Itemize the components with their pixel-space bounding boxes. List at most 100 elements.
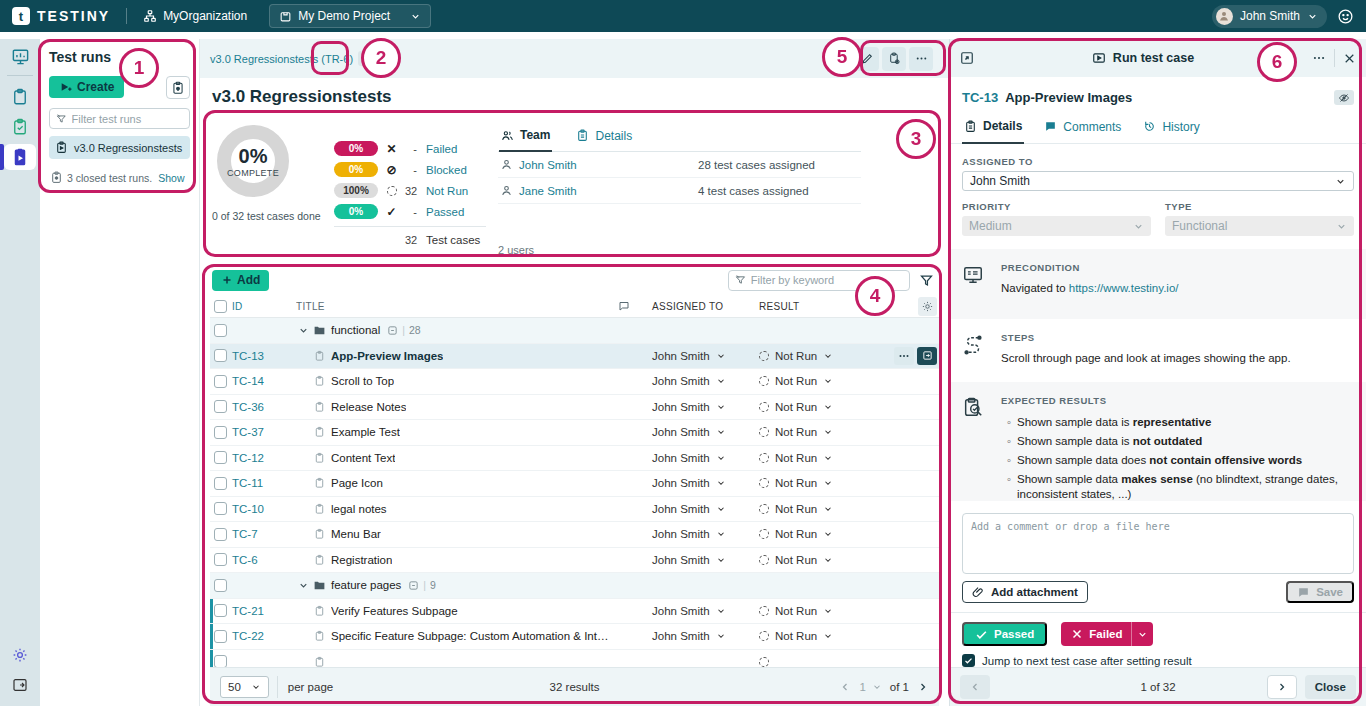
next-case-button[interactable]	[1267, 675, 1297, 699]
close-button[interactable]: Close	[1305, 675, 1356, 699]
row-checkbox[interactable]	[214, 451, 227, 464]
column-settings-icon[interactable]	[918, 297, 937, 316]
sidebar-item-test-runs[interactable]	[4, 144, 36, 170]
result-select[interactable]: Not Run	[759, 630, 885, 642]
next-page-icon[interactable]	[917, 681, 929, 693]
folder-row[interactable]: functional | 28	[210, 318, 939, 344]
priority-select[interactable]: Medium	[962, 216, 1151, 236]
closed-runs-button[interactable]	[166, 76, 190, 99]
test-run-item[interactable]: v3.0 Regressionstests	[49, 136, 190, 159]
add-attachment-button[interactable]: Add attachment	[962, 581, 1088, 603]
test-case-row[interactable]: TC-10 legal notes John Smith	[210, 497, 939, 523]
edit-run-button[interactable]	[855, 47, 879, 71]
failed-dropdown-icon[interactable]	[1132, 629, 1153, 640]
column-id[interactable]: ID	[232, 301, 296, 312]
case-id-link[interactable]: TC-13	[962, 90, 998, 105]
row-checkbox[interactable]	[214, 477, 227, 490]
eye-off-icon[interactable]	[358, 51, 378, 66]
case-id-link[interactable]: TC-22	[232, 630, 296, 642]
stat-link[interactable]: Blocked	[426, 164, 467, 176]
type-select[interactable]: Functional	[1165, 216, 1354, 236]
test-case-row[interactable]: TC-13 App-Preview Images John Smith	[210, 344, 939, 370]
chevron-down-icon[interactable]	[298, 325, 309, 336]
result-select[interactable]: Not Run	[759, 452, 885, 464]
page-number-select[interactable]: 1	[859, 681, 881, 693]
result-select[interactable]: Not Run	[759, 426, 885, 438]
row-checkbox[interactable]	[214, 553, 227, 566]
case-id-link[interactable]: TC-11	[232, 477, 296, 489]
failed-button[interactable]: Failed	[1061, 622, 1152, 646]
row-more-button[interactable]	[894, 347, 914, 365]
breadcrumb[interactable]: v3.0 Regressionstests (TR-6)	[210, 53, 353, 65]
tab-team[interactable]: Team	[499, 123, 552, 152]
tab-comments[interactable]: Comments	[1042, 113, 1123, 143]
assigned-select[interactable]: John Smith	[637, 401, 759, 413]
keyword-filter-input[interactable]	[728, 270, 910, 291]
test-case-row[interactable]: TC-6 Registration John Smith	[210, 548, 939, 574]
result-select[interactable]: Not Run	[759, 554, 885, 566]
test-case-row[interactable]: TC-11 Page Icon John Smith	[210, 471, 939, 497]
project-selector[interactable]: My Demo Project	[269, 4, 431, 28]
settings-gear-icon[interactable]	[4, 642, 36, 668]
row-checkbox[interactable]	[214, 324, 227, 337]
sidebar-item-test-plans[interactable]	[4, 114, 36, 140]
test-case-row-partial[interactable]	[210, 650, 939, 668]
test-case-row[interactable]: TC-36 Release Notes John Smith	[210, 395, 939, 421]
row-open-button[interactable]	[917, 347, 937, 365]
row-checkbox[interactable]	[214, 630, 227, 643]
per-page-select[interactable]: 50	[220, 676, 269, 698]
result-select[interactable]: Not Run	[759, 401, 885, 413]
case-id-link[interactable]: TC-13	[232, 350, 296, 362]
result-select[interactable]: Not Run	[759, 528, 885, 540]
expand-panel-icon[interactable]	[960, 51, 974, 65]
more-actions-button[interactable]	[909, 47, 933, 71]
test-case-row[interactable]: TC-22 Specific Feature Subpage: Custom A…	[210, 624, 939, 650]
tab-history[interactable]: History	[1141, 113, 1201, 143]
case-id-link[interactable]: TC-14	[232, 375, 296, 387]
case-id-link[interactable]: TC-7	[232, 528, 296, 540]
show-closed-link[interactable]: Show	[158, 172, 184, 184]
assigned-select[interactable]: John Smith	[637, 350, 759, 362]
tab-details[interactable]: Details	[574, 123, 634, 151]
case-id-link[interactable]: TC-21	[232, 605, 296, 617]
row-checkbox[interactable]	[214, 604, 227, 617]
user-menu[interactable]: John Smith	[1212, 5, 1327, 28]
column-assigned[interactable]: ASSIGNED TO	[637, 301, 759, 312]
assigned-select[interactable]: John Smith	[637, 528, 759, 540]
save-button[interactable]: Save	[1286, 581, 1354, 603]
result-select[interactable]: Not Run	[759, 605, 885, 617]
sidebar-item-dashboard[interactable]	[4, 43, 36, 69]
row-checkbox[interactable]	[214, 375, 227, 388]
test-case-row[interactable]: TC-12 Content Text John Smith	[210, 446, 939, 472]
test-case-row[interactable]: TC-14 Scroll to Top John Smith	[210, 369, 939, 395]
folder-row[interactable]: feature pages | 9	[210, 573, 939, 599]
run-settings-button[interactable]	[882, 47, 906, 71]
prev-page-icon[interactable]	[839, 681, 851, 693]
row-checkbox[interactable]	[214, 528, 227, 541]
case-id-link[interactable]: TC-37	[232, 426, 296, 438]
testiny-logo[interactable]: t TESTINY	[12, 7, 110, 25]
row-checkbox[interactable]	[214, 426, 227, 439]
member-name-link[interactable]: Jane Smith	[519, 185, 692, 197]
row-checkbox[interactable]	[214, 349, 227, 362]
filter-test-runs-input[interactable]	[49, 108, 190, 129]
collapse-sidebar-icon[interactable]	[4, 672, 36, 698]
stat-link[interactable]: Passed	[426, 206, 464, 218]
case-id-link[interactable]: TC-6	[232, 554, 296, 566]
assigned-select[interactable]: John Smith	[637, 503, 759, 515]
result-select[interactable]: Not Run	[759, 477, 885, 489]
case-id-link[interactable]: TC-12	[232, 452, 296, 464]
panel-more-icon[interactable]	[1312, 51, 1326, 65]
add-button[interactable]: Add	[212, 270, 269, 291]
jump-checkbox[interactable]	[962, 654, 975, 667]
assigned-select[interactable]: John Smith	[637, 605, 759, 617]
result-select[interactable]: Not Run	[759, 350, 885, 362]
sidebar-item-test-cases[interactable]	[4, 84, 36, 110]
help-icon[interactable]	[1337, 8, 1354, 25]
select-all-checkbox[interactable]	[214, 300, 227, 313]
assigned-to-select[interactable]: John Smith	[962, 171, 1354, 191]
comment-input[interactable]: Add a comment or drop a file here	[962, 513, 1354, 574]
assigned-select[interactable]: John Smith	[637, 554, 759, 566]
create-button[interactable]: Create	[49, 76, 124, 98]
case-id-link[interactable]: TC-10	[232, 503, 296, 515]
